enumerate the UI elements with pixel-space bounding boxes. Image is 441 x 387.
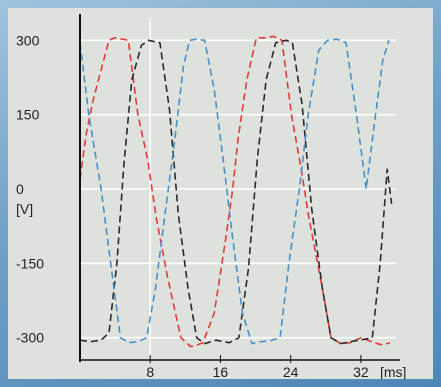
y-tick-label: -150 <box>16 255 44 271</box>
chart-panel: 300 150 0 -150 -300 8 16 24 32 [V] [ms] <box>8 8 433 379</box>
voltage-chart: 300 150 0 -150 -300 8 16 24 32 [V] [ms] <box>16 14 406 379</box>
series-line-2 <box>79 39 393 345</box>
x-axis-unit: [ms] <box>380 364 406 379</box>
y-tick-label: 300 <box>16 32 40 48</box>
y-tick-label: -300 <box>16 330 44 346</box>
grid <box>80 18 396 360</box>
y-tick-label: 150 <box>16 107 40 123</box>
axes <box>79 14 400 363</box>
x-tick-label: 16 <box>213 364 229 379</box>
tick-labels: 300 150 0 -150 -300 8 16 24 32 [V] [ms] <box>16 32 406 379</box>
x-tick-label: 8 <box>146 364 154 379</box>
y-axis-unit: [V] <box>16 201 33 217</box>
series-line-3 <box>79 38 390 345</box>
x-tick-label: 32 <box>353 364 369 379</box>
series-line-1 <box>79 35 391 348</box>
x-tick-label: 24 <box>283 364 299 379</box>
y-tick-label: 0 <box>16 181 24 197</box>
series-layer <box>79 35 393 348</box>
